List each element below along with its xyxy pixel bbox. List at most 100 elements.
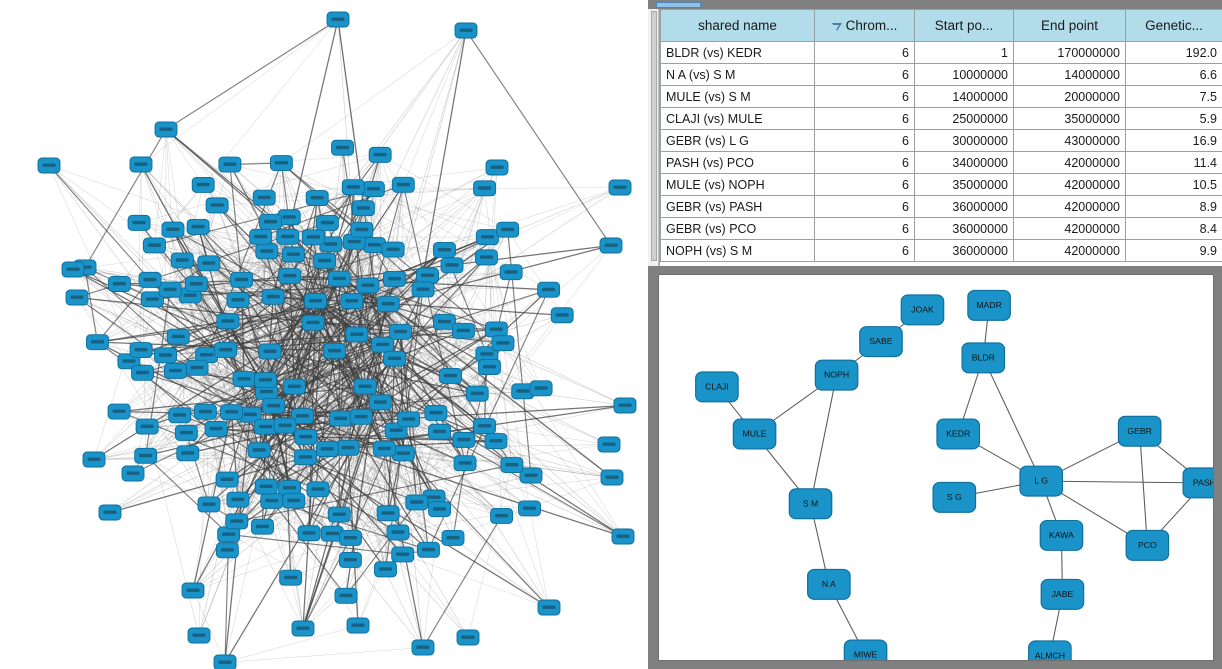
main-network-node[interactable] <box>376 296 400 312</box>
main-network-edge[interactable] <box>72 269 286 426</box>
edge-table-body[interactable]: BLDR (vs) KEDR 6 1 170000000 192.0 N A (vs) S… <box>660 41 1222 262</box>
main-network-edge[interactable] <box>265 249 445 381</box>
main-network-edge[interactable] <box>327 342 504 450</box>
main-network-edge[interactable] <box>84 267 198 369</box>
main-network-edge[interactable] <box>225 349 466 464</box>
main-network-node[interactable] <box>405 494 429 511</box>
main-network-edge[interactable] <box>119 184 204 285</box>
main-network-node[interactable] <box>301 229 325 246</box>
subnetwork-node-shape[interactable] <box>1182 467 1213 499</box>
main-network-node[interactable] <box>262 397 286 414</box>
main-network-node[interactable] <box>170 252 194 269</box>
main-network-edge[interactable] <box>224 625 359 663</box>
column-header-shared-name[interactable]: shared name <box>660 9 815 42</box>
main-network-node[interactable] <box>597 436 621 453</box>
main-network-edge[interactable] <box>360 416 466 464</box>
main-network-edge[interactable] <box>384 448 613 478</box>
main-network-edge[interactable] <box>302 430 397 629</box>
main-network-node[interactable] <box>465 385 489 402</box>
subnetwork-node[interactable]: PCO <box>1125 529 1170 561</box>
main-network-edge[interactable] <box>433 431 440 498</box>
main-network-edge[interactable] <box>384 448 389 514</box>
main-network-node[interactable] <box>600 469 624 486</box>
main-network-node[interactable] <box>121 465 145 482</box>
main-network-node[interactable] <box>254 372 277 389</box>
main-network-edge[interactable] <box>345 366 490 596</box>
main-network-node[interactable] <box>279 569 303 586</box>
main-network-edge[interactable] <box>394 358 532 476</box>
main-network-edge[interactable] <box>190 265 453 296</box>
main-network-edge[interactable] <box>422 515 503 648</box>
main-network-edge[interactable] <box>72 237 314 270</box>
main-network-edge[interactable] <box>350 448 385 539</box>
main-network-edge[interactable] <box>140 164 266 381</box>
main-network-edge[interactable] <box>379 154 451 376</box>
table-row[interactable]: GEBR (vs) PASH 6 36000000 42000000 8.9 <box>660 195 1222 218</box>
table-cell-shared-name[interactable]: GEBR (vs) PASH <box>660 195 815 218</box>
main-network-node[interactable] <box>220 404 244 421</box>
main-network-node[interactable] <box>174 424 198 441</box>
subnetwork-node[interactable]: KAWA <box>1039 519 1084 551</box>
main-network-edge[interactable] <box>237 244 375 301</box>
main-network-edge[interactable] <box>196 283 274 298</box>
main-network-node[interactable] <box>345 326 369 343</box>
main-network-edge[interactable] <box>265 386 295 487</box>
main-network-edge[interactable] <box>48 165 151 281</box>
main-network-node[interactable] <box>282 492 306 509</box>
main-network-node[interactable] <box>255 243 279 260</box>
main-network-edge[interactable] <box>427 275 542 389</box>
main-network-node[interactable] <box>424 404 448 421</box>
subnetwork-view[interactable]: CLAJI MULE NOPH SABE JOAK S M N A MIWE MADR BLDR K… <box>658 274 1214 661</box>
main-network-node[interactable] <box>329 410 352 427</box>
main-network-node[interactable] <box>338 552 362 568</box>
main-network-edge[interactable] <box>364 386 530 509</box>
main-network-node[interactable] <box>61 261 85 278</box>
main-network-edge[interactable] <box>360 416 502 517</box>
main-network-edge[interactable] <box>198 226 389 305</box>
main-network-node[interactable] <box>491 335 515 352</box>
main-network-node[interactable] <box>107 276 131 292</box>
table-cell-shared-name[interactable]: N A (vs) S M <box>660 63 815 86</box>
main-network-edge[interactable] <box>364 184 404 387</box>
main-network-edge[interactable] <box>206 249 394 356</box>
table-cell-start-point[interactable]: 10000000 <box>914 63 1014 86</box>
main-network-node[interactable] <box>197 496 221 513</box>
table-cell-start-point[interactable]: 36000000 <box>914 239 1014 262</box>
main-network-edge[interactable] <box>465 30 612 246</box>
main-network-node[interactable] <box>381 241 405 258</box>
main-network-node[interactable] <box>339 529 362 546</box>
main-network-node[interactable] <box>456 629 480 646</box>
main-network-edge[interactable] <box>427 271 512 276</box>
main-network-edge[interactable] <box>196 283 303 417</box>
main-network-node[interactable] <box>319 236 343 253</box>
main-network-edge[interactable] <box>294 229 508 387</box>
table-row[interactable]: MULE (vs) S M 6 14000000 20000000 7.5 <box>660 85 1222 108</box>
main-network-node[interactable] <box>389 323 412 340</box>
main-network-edge[interactable] <box>350 439 465 539</box>
main-network-node[interactable] <box>131 364 155 381</box>
table-cell-genetic[interactable]: 16.9 <box>1125 129 1222 152</box>
main-network-node[interactable] <box>334 587 358 604</box>
main-network-edge[interactable] <box>237 279 242 500</box>
main-network-node[interactable] <box>278 480 302 497</box>
main-network-node[interactable] <box>161 221 185 238</box>
main-network-edge[interactable] <box>408 188 485 420</box>
main-network-edge[interactable] <box>146 254 294 427</box>
main-network-edge[interactable] <box>266 251 418 503</box>
main-network-edge[interactable] <box>182 260 366 387</box>
main-network-edge[interactable] <box>119 385 366 413</box>
main-network-node[interactable] <box>433 313 456 330</box>
main-network-node[interactable] <box>166 328 190 345</box>
main-network-edge[interactable] <box>270 162 282 222</box>
main-network-edge[interactable] <box>229 164 243 280</box>
main-network-node[interactable] <box>138 271 162 288</box>
table-cell-chromosome[interactable]: 6 <box>814 107 915 130</box>
edge-table-panel[interactable]: shared name Chrom... Start po... End poi… <box>648 9 1222 266</box>
main-network-edge[interactable] <box>340 418 502 517</box>
main-network-edge[interactable] <box>140 164 260 451</box>
subnetwork-node-shape[interactable] <box>859 326 903 358</box>
main-network-edge[interactable] <box>324 260 385 449</box>
subnetwork-node-shape[interactable] <box>788 488 833 520</box>
main-network-edge[interactable] <box>229 154 381 165</box>
subnetwork-node[interactable]: CLAJI <box>695 371 739 403</box>
